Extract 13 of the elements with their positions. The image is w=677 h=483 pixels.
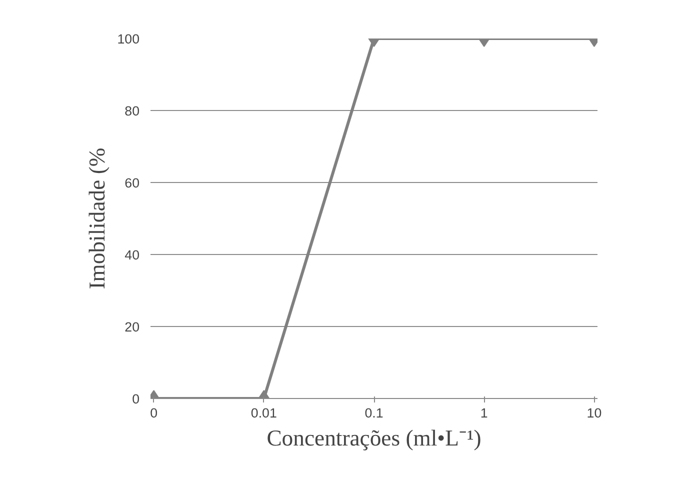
x-tick-label: 0 <box>150 406 158 420</box>
y-tick-label: 60 <box>124 176 140 190</box>
y-tick-label: 20 <box>124 320 140 334</box>
y-axis-title: Imobilidade (% <box>84 148 110 290</box>
y-tick-label: 40 <box>124 248 140 262</box>
x-tick-label: 0.1 <box>364 406 384 420</box>
y-tick-label: 100 <box>117 32 140 46</box>
y-tick-label: 0 <box>132 392 140 406</box>
x-tick-label: 0.01 <box>250 406 277 420</box>
x-tick-label: 1 <box>480 406 488 420</box>
x-axis-title: Concentrações (ml•L⁻¹) <box>266 426 482 450</box>
x-tick-label: 10 <box>586 406 602 420</box>
y-tick-label: 80 <box>124 104 140 118</box>
